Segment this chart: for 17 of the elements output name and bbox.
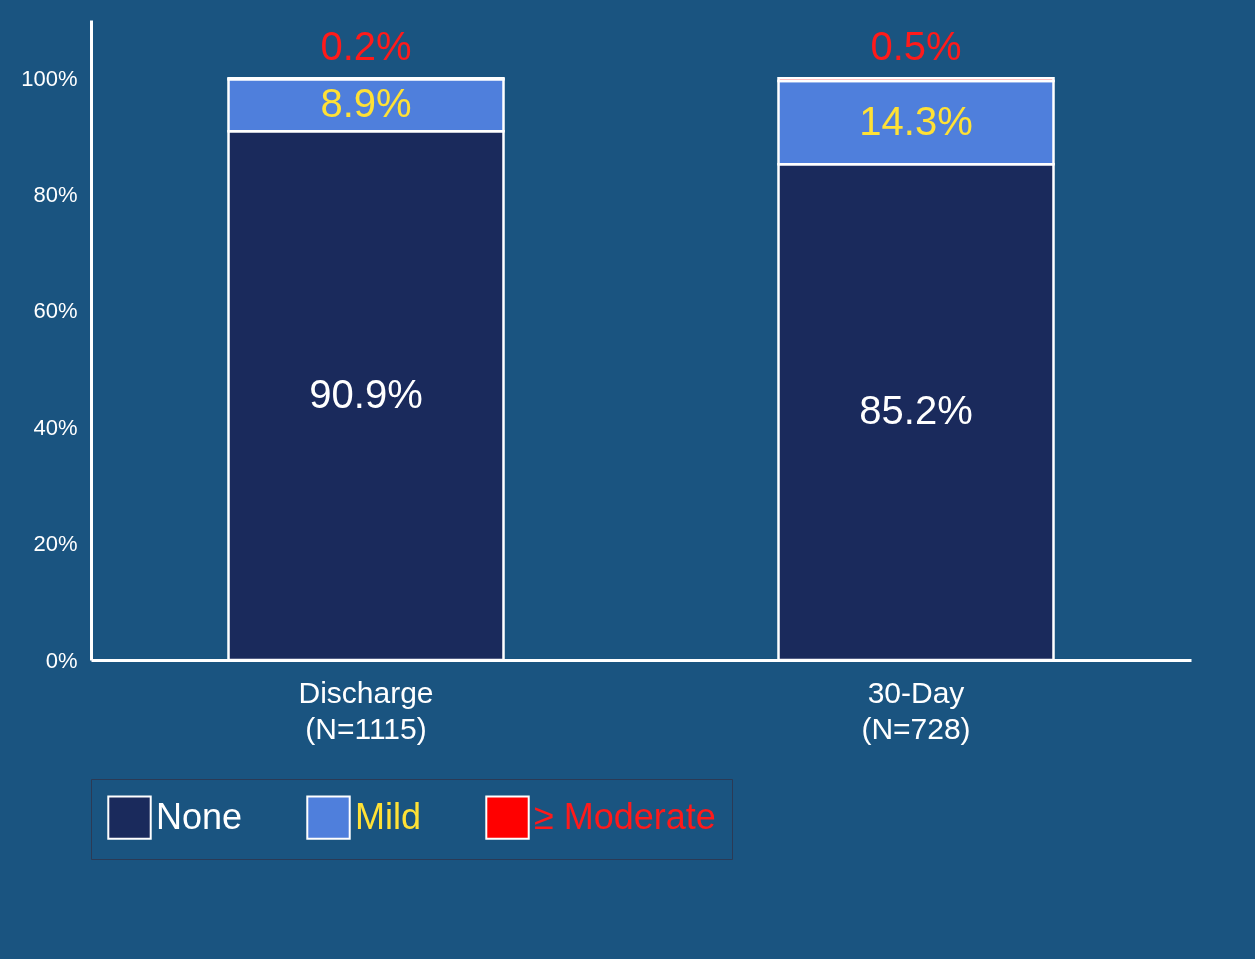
legend-label: ≥ Moderate [534, 795, 716, 837]
y-tick-label: 0% [45, 647, 78, 673]
data-label: 14.3% [859, 98, 973, 143]
data-label: 0.5% [870, 24, 962, 69]
y-tick-label: 20% [33, 531, 78, 557]
legend-label: Mild [355, 795, 422, 837]
x-tick-label: 30-Day (N=728) [861, 675, 971, 745]
legend-label: None [156, 795, 243, 837]
data-label: 0.2% [320, 24, 412, 69]
y-tick-label: 60% [33, 298, 78, 324]
y-tick-label: 100% [21, 65, 78, 91]
y-tick-label: 80% [33, 182, 78, 208]
data-label: 85.2% [859, 388, 973, 433]
x-tick-label: Discharge (N=1115) [298, 675, 434, 745]
data-label: 90.9% [309, 371, 423, 416]
y-tick-label: 40% [33, 414, 78, 440]
data-label: 8.9% [320, 81, 412, 126]
